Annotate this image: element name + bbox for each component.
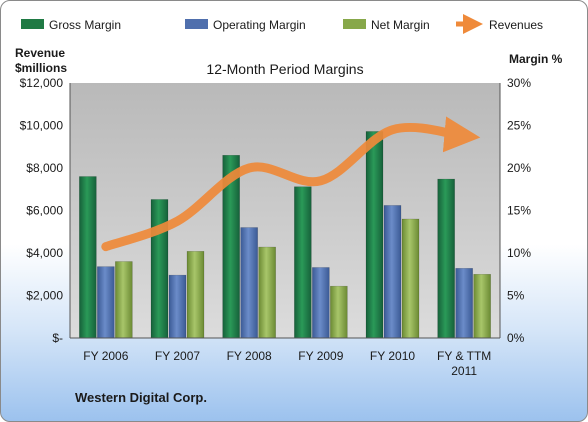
bar-gross-margin (79, 176, 97, 339)
right-tick-label: 10% (507, 246, 531, 260)
x-tick-label: 2011 (451, 364, 477, 378)
legend-swatch-operating-margin (185, 19, 208, 29)
x-tick-label: FY 2008 (227, 349, 272, 363)
legend-label-operating-margin: Operating Margin (213, 18, 306, 32)
bar-operating-margin (455, 268, 473, 339)
bar-operating-margin (168, 274, 187, 339)
bar-net-margin (401, 218, 420, 339)
bar-net-margin (330, 285, 348, 339)
right-tick-label: 30% (507, 76, 531, 90)
left-tick-label: $8,000 (26, 161, 63, 175)
right-tick-label: 20% (507, 161, 531, 175)
bar-gross-margin (294, 186, 312, 339)
legend-swatch-gross-margin (21, 19, 44, 29)
right-tick-label: 25% (507, 119, 531, 133)
legend-label-revenues: Revenues (489, 18, 543, 32)
left-tick-label: $10,000 (20, 119, 64, 133)
revenue-line (101, 116, 481, 252)
x-tick-label: FY 2006 (83, 349, 128, 363)
x-tick-label: FY 2009 (298, 349, 343, 363)
bar-net-margin (115, 261, 133, 339)
x-tick-label: FY 2010 (370, 349, 415, 363)
company-name: Western Digital Corp. (75, 390, 207, 405)
right-tick-label: 5% (507, 289, 525, 303)
plot-area (70, 83, 500, 338)
right-tick-label: 15% (507, 204, 531, 218)
bar-operating-margin (97, 266, 115, 339)
x-tick-label: FY & TTM (437, 349, 491, 363)
legend-swatch-net-margin (343, 19, 366, 29)
right-tick-label: 0% (507, 331, 525, 345)
bar-net-margin (258, 246, 276, 339)
left-tick-label: $- (52, 331, 63, 345)
bar-gross-margin (150, 199, 169, 339)
right-axis-label: Margin % (509, 52, 563, 66)
chart-title: 12-Month Period Margins (206, 61, 363, 77)
left-axis-label-line1: Revenue (15, 46, 65, 60)
left-tick-label: $6,000 (26, 204, 63, 218)
bar-net-margin (473, 274, 491, 339)
x-tick-label: FY 2007 (155, 349, 200, 363)
bar-gross-margin (365, 131, 384, 339)
bar-net-margin (186, 251, 205, 339)
legend-label-net-margin: Net Margin (371, 18, 430, 32)
bar-operating-margin (383, 205, 402, 339)
legend-label-gross-margin: Gross Margin (49, 18, 121, 32)
bar-gross-margin (437, 178, 455, 339)
left-axis-label-line2: $millions (15, 61, 67, 75)
left-tick-label: $2,000 (26, 289, 63, 303)
left-tick-label: $4,000 (26, 246, 63, 260)
bar-operating-margin (240, 227, 258, 339)
left-tick-label: $12,000 (20, 76, 64, 90)
bar-operating-margin (312, 267, 330, 339)
